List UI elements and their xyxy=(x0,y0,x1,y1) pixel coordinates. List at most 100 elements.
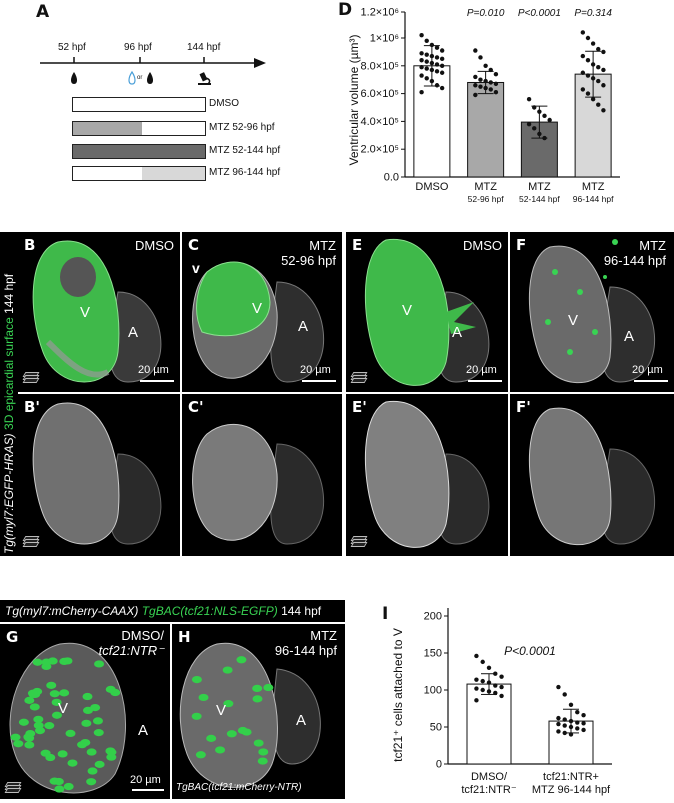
panel-g-condition: DMSO/tcf21:NTR⁻ xyxy=(98,628,164,658)
y-tick-label: 100 xyxy=(424,685,442,697)
data-point xyxy=(429,53,435,59)
tcf21-nucleus xyxy=(33,721,44,730)
y-axis-label: tcf21⁺ cells attached to V xyxy=(391,628,405,762)
panel-label-i: I xyxy=(382,604,389,624)
data-point xyxy=(419,33,424,38)
stack-icon-e-prime xyxy=(350,536,368,547)
scale-text-g: 20 µm xyxy=(130,774,161,786)
p-value: P<0.0001 xyxy=(504,644,556,658)
tcf21-nucleus xyxy=(65,729,76,738)
data-point xyxy=(499,674,504,679)
data-point xyxy=(473,48,478,53)
panel-letter-g: G xyxy=(6,628,19,646)
panel-e: E DMSO V A 20 µm xyxy=(346,232,508,392)
data-point xyxy=(419,64,424,70)
y-tick-label: 50 xyxy=(430,722,442,734)
y-tick-label: 0.0 xyxy=(384,172,399,184)
data-point xyxy=(439,85,445,91)
tcf21-nucleus xyxy=(24,741,35,749)
heart-image-g xyxy=(9,642,126,794)
category-sublabel: 52-144 hpf xyxy=(519,194,560,204)
data-point xyxy=(473,83,478,88)
divider-v2 xyxy=(342,232,346,556)
data-point xyxy=(596,102,601,107)
tcf21-nucleus xyxy=(257,757,268,765)
tcf21-nucleus xyxy=(29,703,40,711)
heart-image-c-prime xyxy=(192,423,325,545)
tcf21-nucleus xyxy=(47,657,58,665)
data-point xyxy=(434,45,440,50)
tcf21-nucleus xyxy=(106,753,117,761)
divider-v3 xyxy=(508,232,510,556)
stack-icon-b xyxy=(22,372,40,383)
data-point xyxy=(480,687,485,693)
data-point xyxy=(473,92,478,98)
data-point xyxy=(419,51,424,56)
data-point xyxy=(596,78,601,84)
heart-image-f xyxy=(528,239,656,384)
tcf21-nucleus xyxy=(191,712,202,720)
tcf21-nucleus xyxy=(10,733,21,741)
drop-icon-52 xyxy=(71,72,77,84)
data-point xyxy=(478,55,483,60)
data-point xyxy=(493,671,498,676)
data-point xyxy=(474,677,479,682)
panel-c-condition: MTZ 52-96 hpf xyxy=(281,238,336,268)
p-value-3: P=0.314 xyxy=(574,8,612,19)
data-point xyxy=(575,726,580,731)
timepoint-144: 144 hpf xyxy=(187,42,221,53)
panel-letter-e: E xyxy=(352,236,363,254)
panel-label-a: A xyxy=(36,2,50,22)
data-point xyxy=(493,71,499,77)
tcf21-nucleus xyxy=(198,693,209,702)
category-sublabel: MTZ 96-144 hpf xyxy=(532,784,611,796)
data-point xyxy=(488,80,493,85)
p-value-2: P<0.0001 xyxy=(518,8,561,19)
tcf21-nucleus xyxy=(46,681,57,689)
scale-text-b: 20 µm xyxy=(138,364,169,376)
category-label: MTZ xyxy=(582,181,605,193)
divider-v1 xyxy=(180,232,182,556)
data-point xyxy=(568,732,574,737)
panel-b-condition: DMSO xyxy=(135,238,174,253)
or-label: or xyxy=(137,75,143,81)
scale-text-e: 20 µm xyxy=(466,364,497,376)
data-point xyxy=(601,49,606,55)
data-point xyxy=(585,35,591,41)
scale-bar-g xyxy=(132,789,164,791)
panel-letter-b-prime: B' xyxy=(24,398,41,416)
category-label: DMSO/ xyxy=(471,771,508,783)
data-point xyxy=(532,126,537,131)
data-point xyxy=(585,73,591,78)
tcf21-nucleus xyxy=(49,690,60,698)
category-label: DMSO xyxy=(415,181,448,193)
data-point xyxy=(434,55,440,60)
data-point xyxy=(601,67,606,73)
panel-e-ventricle: V xyxy=(402,302,413,319)
data-point xyxy=(556,729,561,734)
scale-bar-b xyxy=(140,380,174,382)
data-point xyxy=(537,131,542,137)
panel-letter-h: H xyxy=(178,628,191,646)
gh-header: Tg(myl7:mCherry-CAAX) TgBAC(tcf21:NLS-EG… xyxy=(0,600,345,622)
tcf21-nucleus xyxy=(237,726,248,735)
data-point xyxy=(488,67,493,73)
panel-letter-e-prime: E' xyxy=(352,398,367,416)
data-point xyxy=(562,717,567,722)
y-tick-label: 2.0×10⁵ xyxy=(360,144,399,156)
scale-bar-c xyxy=(302,380,336,382)
tcf21-nucleus xyxy=(94,760,105,768)
tcf21-nucleus xyxy=(13,740,24,748)
condition-bar-96-144 xyxy=(72,166,206,181)
data-point xyxy=(419,58,424,63)
panel-letter-b: B xyxy=(24,236,36,254)
data-point xyxy=(575,720,580,725)
y-tick-label-top: 1.2×10⁶ xyxy=(361,7,399,19)
tcf21-nucleus xyxy=(252,684,263,693)
heart-image-h xyxy=(179,642,321,788)
data-point xyxy=(562,730,567,736)
data-point xyxy=(478,84,483,89)
tcf21-nucleus xyxy=(206,734,217,742)
data-point xyxy=(486,665,492,670)
tcf21-nucleus xyxy=(87,767,98,775)
